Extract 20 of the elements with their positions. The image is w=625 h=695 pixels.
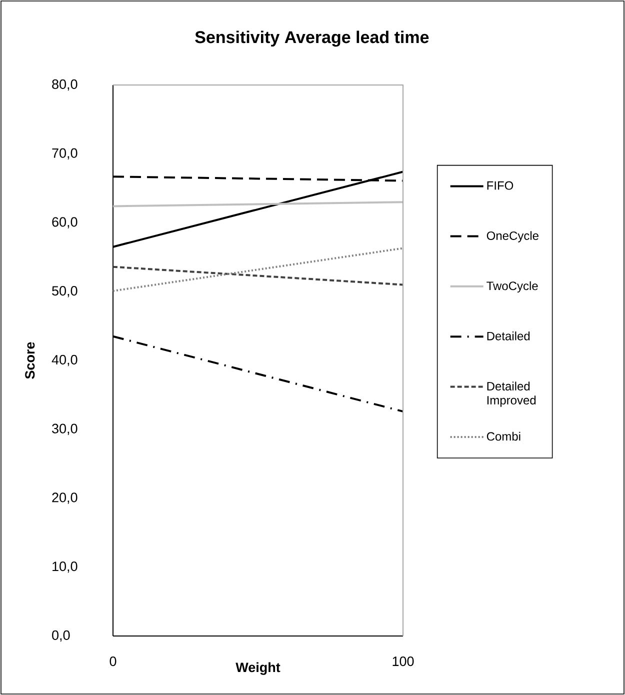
y-tick-label: 30,0	[52, 424, 78, 435]
y-tick-label: 40,0	[52, 354, 78, 366]
legend-label: OneCycle	[486, 231, 538, 242]
chart-title: Sensitivity Average lead time	[195, 30, 429, 47]
y-tick-label: 70,0	[52, 148, 78, 160]
y-tick-label: 20,0	[52, 492, 78, 504]
legend-label: Detailed	[487, 331, 530, 340]
legend-label: Combi	[486, 432, 520, 441]
y-tick-label: 50,0	[52, 286, 78, 298]
x-tick-label: 100	[392, 656, 414, 666]
legend-label: TwoCycle	[486, 281, 538, 292]
y-tick-label: 60,0	[52, 217, 78, 228]
y-tick-label: 0,0	[52, 630, 70, 642]
y-tick-label: 10,0	[52, 562, 78, 573]
legend-label: Detailed Improved	[487, 382, 536, 407]
legend-label: FIFO	[487, 181, 514, 190]
x-axis-title: Weight	[236, 662, 280, 675]
x-tick-label: 0	[110, 656, 116, 666]
y-tick-label: 80,0	[52, 79, 78, 91]
y-axis-title: Score	[25, 342, 35, 379]
